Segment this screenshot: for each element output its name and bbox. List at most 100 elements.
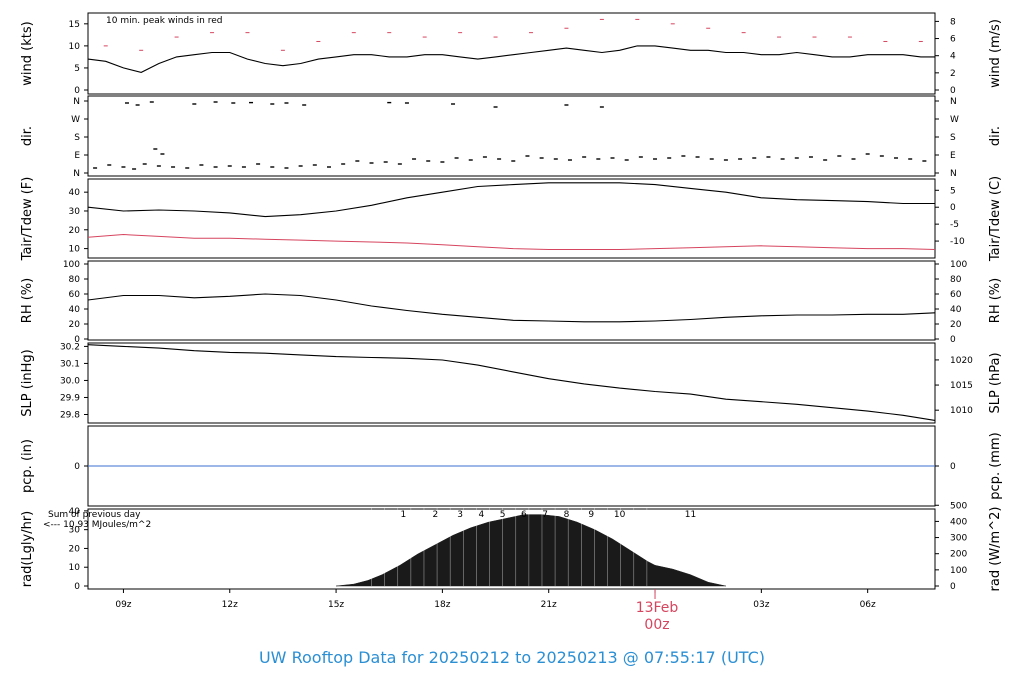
page-title: UW Rooftop Data for 20250212 to 20250213… [258, 648, 766, 667]
x-tick-03z: 03z [753, 600, 769, 610]
dir-tick-left-4: N [73, 97, 80, 107]
rad-hour-label: 5 [500, 510, 506, 520]
dir-tick-right-0: N [950, 169, 957, 179]
ylabel-right-radiation: rad (W/m^2) [988, 507, 1003, 592]
wind-ms-tick-8: 8 [950, 17, 956, 27]
rad-hour-label: 10 [614, 510, 626, 520]
rh-tick-right-0: 0 [950, 335, 956, 345]
temp-c-tick-5: 5 [950, 186, 956, 196]
wind-kts-tick-15: 15 [69, 20, 80, 30]
rad-annotation-0: Sum of previous day [48, 510, 141, 520]
panel-frame-slp [87, 342, 936, 424]
rh-line [87, 293, 936, 323]
panel-frame-dir [87, 95, 936, 177]
rad-hour-label: 7 [542, 510, 548, 520]
rh-tick-left-60: 60 [69, 290, 81, 300]
rh-tick-right-40: 40 [950, 305, 962, 315]
dir-tick-left-1: E [74, 151, 80, 161]
wind-kts-tick-5: 5 [74, 64, 80, 74]
ylabel-left-temperature: Tair/Tdew (F) [20, 177, 35, 262]
wind-kts-tick-10: 10 [69, 42, 81, 52]
panel-frame-radiation [87, 508, 936, 590]
rh-tick-right-100: 100 [950, 260, 967, 270]
rad-lgly-tick-30: 30 [69, 526, 81, 536]
rad-hour-label: 2 [432, 510, 438, 520]
dir-tick-right-3: W [950, 115, 959, 125]
dir-tick-left-3: W [71, 115, 80, 125]
wind-ms-tick-2: 2 [950, 69, 956, 79]
temp-f-tick-20: 20 [69, 226, 81, 236]
slp-hpa-tick-1020: 1020 [950, 356, 973, 366]
slp-line [87, 344, 936, 421]
dir-tick-right-4: N [950, 97, 957, 107]
ylabel-left-precip: pcp. (in) [20, 439, 35, 493]
date-marker-date: 13Feb [635, 600, 679, 616]
rad-wm2-tick-0: 0 [950, 582, 956, 592]
wind-speed-line [87, 45, 935, 73]
ylabel-right-wind: wind (m/s) [988, 19, 1003, 88]
pcp-in-tick-0: 0 [74, 462, 80, 472]
temp-f-tick-30: 30 [69, 207, 81, 217]
wind-annotation: 10 min. peak winds in red [106, 16, 223, 26]
rad-wm2-tick-500: 500 [950, 501, 967, 511]
slp-inhg-tick-30.2: 30.2 [60, 342, 80, 352]
rh-tick-left-0: 0 [74, 335, 80, 345]
ylabel-left-rh: RH (%) [20, 278, 35, 323]
date-marker-time: 00z [644, 617, 670, 633]
temp-f-tick-10: 10 [69, 245, 81, 255]
date-marker: 13Feb 00z [628, 600, 686, 634]
wind-ms-tick-6: 6 [950, 35, 956, 45]
rad-lgly-tick-10: 10 [69, 563, 81, 573]
slp-hpa-tick-1010: 1010 [950, 406, 973, 416]
tdew-line [87, 233, 936, 250]
slp-hpa-tick-1015: 1015 [950, 381, 973, 391]
dir-tick-left-0: N [73, 169, 80, 179]
x-tick-15z: 15z [328, 600, 344, 610]
ylabel-right-temperature: Tair/Tdew (C) [988, 176, 1003, 262]
rh-tick-right-60: 60 [950, 290, 962, 300]
rh-tick-left-80: 80 [69, 275, 81, 285]
x-tick-06z: 06z [860, 600, 876, 610]
wind-ms-tick-4: 4 [950, 52, 956, 62]
tair-line [87, 182, 935, 218]
rad-wm2-tick-200: 200 [950, 550, 967, 560]
temp-c-tick-0: 0 [950, 203, 956, 213]
temp-c-tick--5: -5 [950, 220, 959, 230]
rad-hour-label: 11 [685, 510, 696, 520]
slp-inhg-tick-29.8: 29.8 [60, 410, 80, 420]
x-tick-09z: 09z [115, 600, 131, 610]
panel-frame-rh [87, 260, 936, 341]
rh-tick-left-40: 40 [69, 305, 81, 315]
dir-tick-left-2: S [74, 133, 80, 143]
rad-hour-label: 3 [457, 510, 463, 520]
rad-wm2-tick-100: 100 [950, 566, 967, 576]
rad-wm2-tick-300: 300 [950, 534, 967, 544]
temp-f-tick-40: 40 [69, 188, 81, 198]
pcp-mm-tick-0: 0 [950, 462, 956, 472]
rad-hour-label: 8 [564, 510, 570, 520]
x-tick-18z: 18z [434, 600, 450, 610]
rad-lgly-tick-0: 0 [74, 582, 80, 592]
rad-hour-label: 9 [588, 510, 594, 520]
rh-tick-left-100: 100 [63, 260, 80, 270]
panel-frame-temperature [87, 178, 936, 259]
rad-annotation-1: <--- 10.93 MJoules/m^2 [43, 520, 151, 530]
wind-ms-tick-0: 0 [950, 86, 956, 96]
rad-hour-label: 4 [479, 510, 485, 520]
x-tick-12z: 12z [222, 600, 238, 610]
ylabel-right-slp: SLP (hPa) [988, 352, 1003, 413]
panel-frame-wind [87, 12, 936, 95]
dir-tick-right-2: S [950, 133, 956, 143]
radiation-area [336, 514, 726, 587]
ylabel-right-dir: dir. [988, 126, 1003, 146]
ylabel-left-dir: dir. [20, 126, 35, 146]
temp-c-tick--10: -10 [950, 237, 965, 247]
x-tick-21z: 21z [541, 600, 557, 610]
rh-tick-right-20: 20 [950, 320, 962, 330]
wind-kts-tick-0: 0 [74, 86, 80, 96]
rh-tick-right-80: 80 [950, 275, 962, 285]
ylabel-left-radiation: rad(Lgly/hr) [20, 511, 35, 587]
rad-lgly-tick-40: 40 [69, 507, 81, 517]
